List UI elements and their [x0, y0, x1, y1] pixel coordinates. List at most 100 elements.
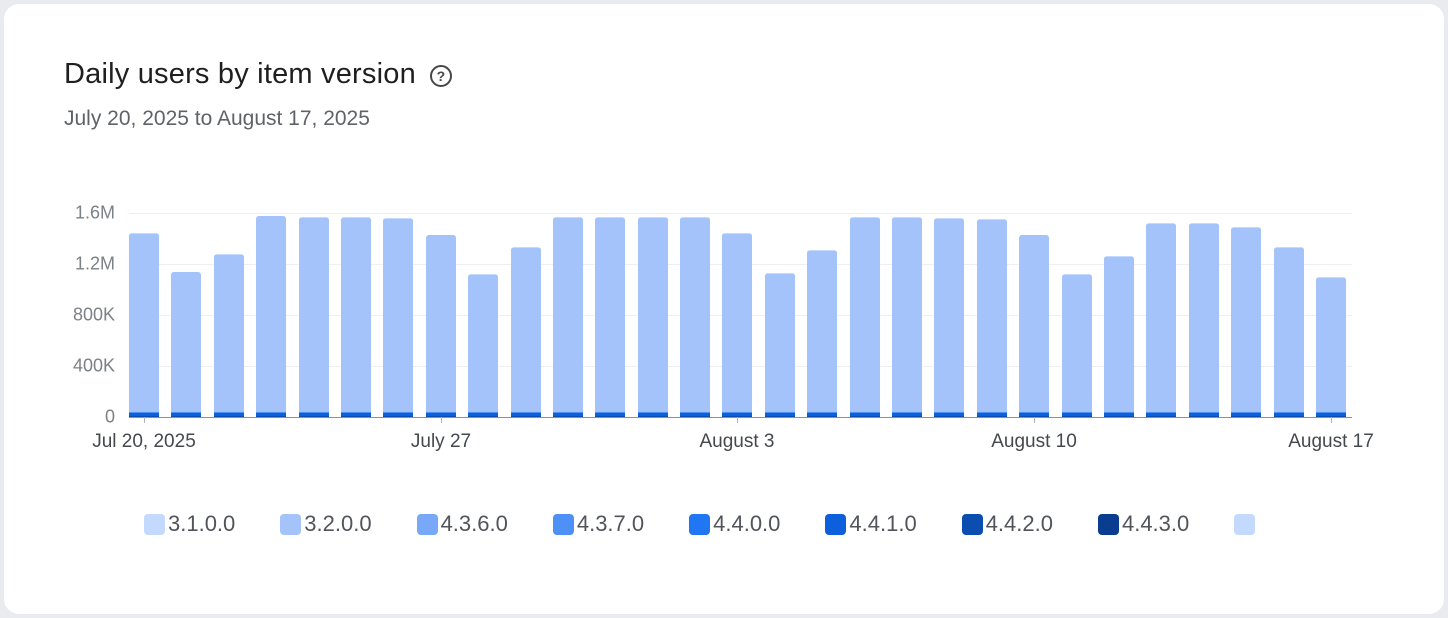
bar-segment-4.4.0.0	[764, 412, 795, 414]
bar-segment-4.4.0.0	[637, 412, 668, 414]
bar-segment-3.2.0.0	[1273, 248, 1304, 412]
bar-segment-4.4.0.0	[213, 412, 244, 414]
legend-item-4.4.3.0: 4.4.3.0	[1097, 511, 1189, 537]
bar-jul-23[interactable]	[256, 215, 287, 417]
bar-segment-4.4.0.0	[129, 412, 159, 414]
bar-segment-3.2.0.0	[1315, 277, 1346, 412]
bar-jul-28[interactable]	[468, 274, 499, 417]
bar-segment-4.4.1.0	[468, 413, 499, 416]
bar-segment-3.2.0.0	[680, 217, 711, 412]
bar-jul-21[interactable]	[171, 271, 202, 417]
bar-aug-15[interactable]	[1231, 227, 1262, 417]
bar-segment-4.4.1.0	[1273, 413, 1304, 416]
bar-jul-25[interactable]	[340, 216, 371, 417]
bar-segment-4.4.2.0	[425, 415, 456, 417]
bar-jul-20[interactable]	[129, 233, 159, 417]
bar-segment-3.1.0.0	[171, 271, 202, 273]
legend-swatch	[1097, 513, 1119, 535]
legend-swatch	[1234, 513, 1256, 535]
bar-aug-4[interactable]	[764, 272, 795, 417]
y-axis-label: 800K	[72, 304, 115, 325]
legend-item-partial	[1234, 513, 1256, 535]
bar-aug-2[interactable]	[680, 216, 711, 417]
bar-segment-4.4.1.0	[892, 413, 923, 416]
bar-segment-3.2.0.0	[298, 217, 329, 412]
bar-jul-22[interactable]	[213, 253, 244, 417]
bar-segment-4.4.1.0	[340, 413, 371, 416]
bar-aug-16[interactable]	[1273, 247, 1304, 417]
bar-jul-29[interactable]	[510, 247, 541, 417]
bar-aug-11[interactable]	[1061, 274, 1092, 417]
legend-label: 4.4.0.0	[713, 511, 781, 536]
bar-segment-3.1.0.0	[298, 216, 329, 218]
bar-segment-3.2.0.0	[849, 217, 880, 412]
bar-aug-6[interactable]	[849, 216, 880, 417]
bar-aug-9[interactable]	[976, 219, 1007, 417]
bar-segment-4.4.0.0	[510, 412, 541, 414]
bar-aug-1[interactable]	[637, 216, 668, 417]
bar-aug-5[interactable]	[807, 250, 838, 417]
bar-segment-3.1.0.0	[976, 219, 1007, 221]
daily-users-bar-chart: 0 400K 800K 1.2M 1.6M Jul 20, 2025 July 27 Aug…	[73, 203, 1374, 453]
bar-segment-4.4.0.0	[1231, 412, 1262, 414]
x-axis-baseline	[129, 417, 1352, 418]
bar-aug-12[interactable]	[1103, 256, 1134, 417]
bar-aug-13[interactable]	[1146, 223, 1177, 417]
bar-segment-4.4.2.0	[934, 415, 965, 417]
bar-jul-24[interactable]	[298, 216, 329, 417]
legend-label: 4.4.1.0	[849, 511, 917, 536]
bar-segment-4.4.1.0	[510, 413, 541, 416]
chart-title: Daily users by item version	[64, 58, 416, 90]
bar-segment-4.4.2.0	[171, 415, 202, 417]
bar-segment-3.2.0.0	[1061, 275, 1092, 412]
bar-segment-3.1.0.0	[213, 253, 244, 255]
bar-jul-31[interactable]	[595, 216, 626, 417]
help-icon[interactable]: ?	[429, 64, 452, 87]
bar-segment-3.2.0.0	[807, 250, 838, 412]
bar-segment-4.4.1.0	[383, 413, 414, 416]
bar-aug-3[interactable]	[722, 233, 753, 417]
bar-segment-4.4.1.0	[680, 413, 711, 416]
bar-jul-30[interactable]	[552, 216, 583, 417]
bar-segment-3.2.0.0	[1188, 224, 1219, 412]
bar-segment-4.4.2.0	[383, 415, 414, 417]
bar-segment-4.4.2.0	[764, 415, 795, 417]
bar-segment-3.1.0.0	[764, 272, 795, 274]
bar-segment-4.4.2.0	[1315, 415, 1346, 417]
legend-swatch	[416, 513, 438, 535]
bar-segment-4.4.0.0	[298, 412, 329, 414]
bar-segment-3.2.0.0	[468, 275, 499, 412]
bar-aug-14[interactable]	[1188, 223, 1219, 417]
bar-segment-3.1.0.0	[129, 233, 159, 235]
legend-swatch	[689, 513, 711, 535]
bar-segment-4.4.1.0	[976, 413, 1007, 416]
bar-aug-7[interactable]	[892, 216, 923, 417]
bar-segment-3.2.0.0	[1019, 235, 1050, 412]
bar-segment-4.4.1.0	[171, 413, 202, 416]
bar-aug-8[interactable]	[934, 218, 965, 417]
bar-segment-4.4.0.0	[1061, 412, 1092, 414]
bar-segment-4.4.2.0	[1019, 415, 1050, 417]
bar-segment-4.4.0.0	[1315, 412, 1346, 414]
bar-jul-26[interactable]	[383, 218, 414, 417]
date-range-subtitle: July 20, 2025 to August 17, 2025	[64, 107, 370, 130]
legend-swatch	[280, 513, 302, 535]
bar-jul-27[interactable]	[425, 234, 456, 417]
bar-segment-4.4.2.0	[1103, 415, 1134, 417]
bar-segment-3.1.0.0	[849, 216, 880, 218]
bar-segment-3.2.0.0	[722, 234, 753, 412]
bar-segment-4.4.0.0	[849, 412, 880, 414]
bar-segment-3.1.0.0	[1188, 223, 1219, 225]
x-axis-label: July 27	[410, 431, 472, 452]
bar-segment-3.2.0.0	[383, 218, 414, 412]
bar-aug-10[interactable]	[1019, 234, 1050, 417]
bar-segment-3.2.0.0	[340, 217, 371, 412]
bar-segment-3.1.0.0	[807, 250, 838, 251]
x-axis-tick	[1331, 417, 1332, 423]
bar-segment-3.1.0.0	[425, 234, 456, 236]
bar-aug-17[interactable]	[1315, 276, 1346, 417]
bar-segment-4.4.2.0	[807, 415, 838, 417]
legend-label: 3.2.0.0	[304, 511, 372, 536]
bar-segment-3.1.0.0	[892, 216, 923, 218]
bar-segment-4.4.1.0	[425, 413, 456, 416]
